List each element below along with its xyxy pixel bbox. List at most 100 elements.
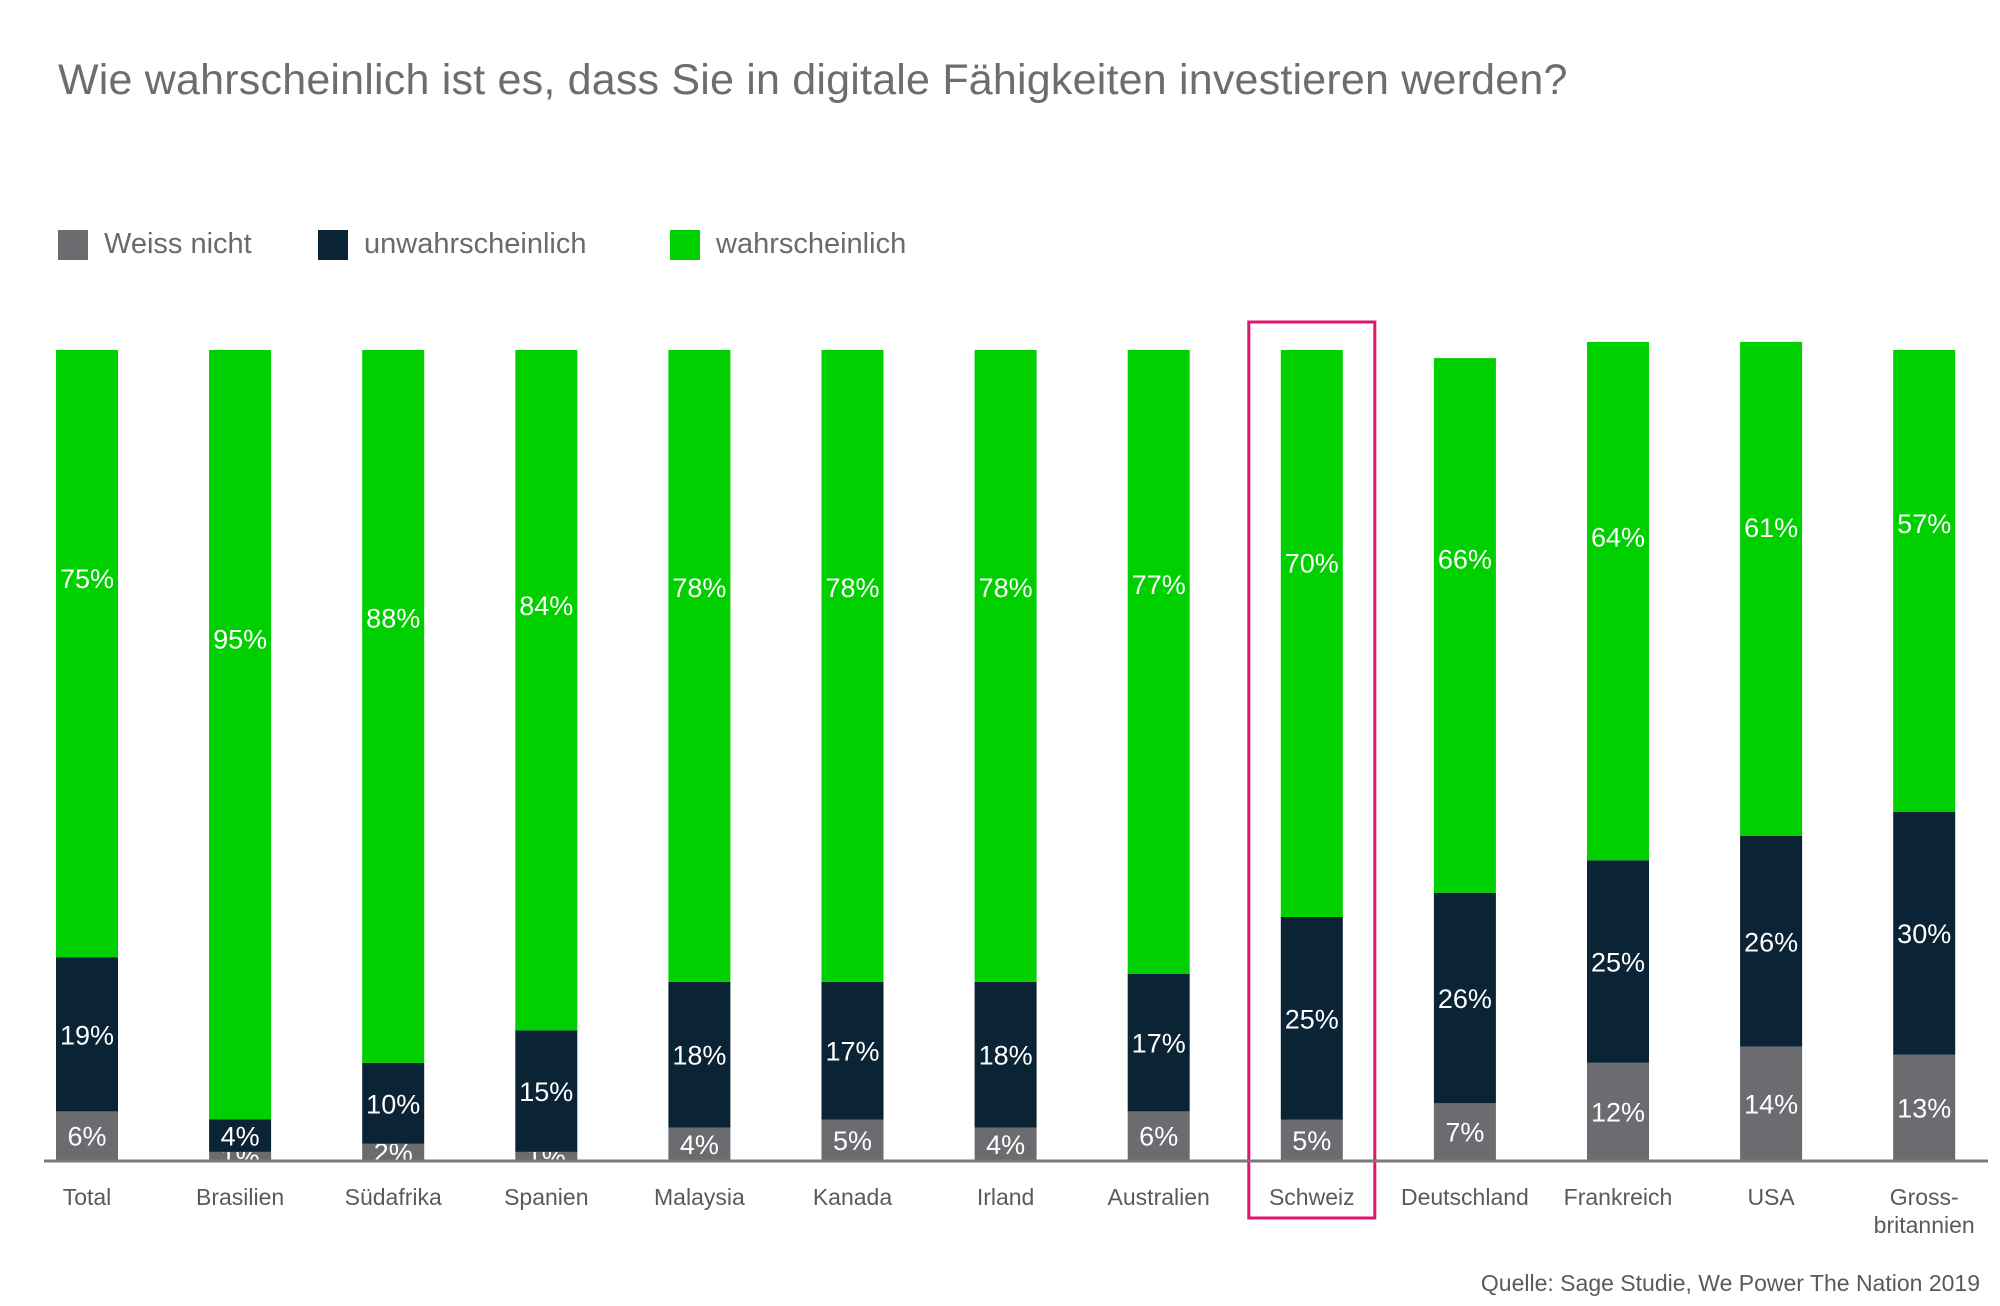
bar-deutschland-wahrscheinlich	[1433, 358, 1496, 893]
data-label-frankreich-wahrscheinlich: 64%	[1591, 522, 1645, 552]
bar-irland-unwahrscheinlich	[974, 981, 1037, 1128]
bar-südafrika-weiss-nicht	[362, 1143, 425, 1160]
bar-total-wahrscheinlich	[56, 350, 118, 958]
category-label-gross-britannien-line1: Gross-	[1890, 1184, 1959, 1210]
data-label-kanada-wahrscheinlich: 78%	[825, 573, 879, 603]
data-label-malaysia-wahrscheinlich: 78%	[672, 573, 726, 603]
bar-usa-wahrscheinlich	[1740, 341, 1803, 836]
bar-südafrika-wahrscheinlich	[362, 350, 425, 1063]
bar-kanada-weiss-nicht	[821, 1119, 884, 1160]
bar-total-unwahrscheinlich	[56, 957, 118, 1112]
legend: Weiss nicht unwahrscheinlich wahrscheinl…	[58, 228, 1058, 268]
data-label-irland-wahrscheinlich: 78%	[979, 573, 1033, 603]
bar-gross-britannien-weiss-nicht	[1893, 1054, 1956, 1160]
data-label-irland-weiss-nicht: 4%	[986, 1130, 1025, 1160]
category-label-frankreich: Frankreich	[1564, 1184, 1673, 1210]
bar-frankreich-wahrscheinlich	[1587, 341, 1649, 861]
bar-brasilien-weiss-nicht	[209, 1151, 272, 1160]
category-label-usa: USA	[1747, 1184, 1795, 1210]
bar-spanien-weiss-nicht	[515, 1151, 578, 1160]
data-label-total-wahrscheinlich: 75%	[60, 564, 114, 594]
data-label-total-unwahrscheinlich: 19%	[60, 1020, 114, 1050]
source-note: Quelle: Sage Studie, We Power The Nation…	[1480, 1270, 1980, 1296]
data-label-deutschland-weiss-nicht: 7%	[1445, 1118, 1484, 1148]
data-label-schweiz-wahrscheinlich: 70%	[1285, 549, 1339, 579]
legend-swatch-weiss-nicht	[58, 229, 88, 260]
legend-item-wahrscheinlich: wahrscheinlich	[670, 228, 906, 261]
bar-frankreich-weiss-nicht	[1587, 1062, 1649, 1160]
highlight-frame-schweiz	[1247, 320, 1377, 1220]
data-label-malaysia-weiss-nicht: 4%	[680, 1130, 719, 1160]
bar-südafrika-unwahrscheinlich	[362, 1062, 425, 1144]
chart-title: Wie wahrscheinlich ist es, dass Sie in d…	[58, 56, 1568, 104]
bar-usa-weiss-nicht	[1740, 1046, 1803, 1160]
data-label-frankreich-unwahrscheinlich: 25%	[1591, 948, 1645, 978]
bar-kanada-unwahrscheinlich	[821, 981, 884, 1120]
data-label-deutschland-wahrscheinlich: 66%	[1438, 545, 1492, 575]
bar-deutschland-unwahrscheinlich	[1433, 892, 1496, 1104]
category-label-gross-britannien-line2: britannien	[1874, 1212, 1975, 1238]
data-label-australien-weiss-nicht: 6%	[1139, 1122, 1178, 1152]
category-label-schweiz: Schweiz	[1269, 1184, 1355, 1210]
bar-spanien-wahrscheinlich	[515, 350, 578, 1031]
bar-brasilien-unwahrscheinlich	[209, 1119, 272, 1152]
category-label-irland: Irland	[977, 1184, 1035, 1210]
data-label-spanien-unwahrscheinlich: 15%	[519, 1077, 573, 1107]
data-label-gross-britannien-unwahrscheinlich: 30%	[1897, 919, 1951, 949]
data-label-irland-unwahrscheinlich: 18%	[979, 1041, 1033, 1071]
data-label-südafrika-wahrscheinlich: 88%	[366, 603, 420, 633]
category-label-australien: Australien	[1108, 1184, 1210, 1210]
category-label-brasilien: Brasilien	[196, 1184, 284, 1210]
data-label-malaysia-unwahrscheinlich: 18%	[672, 1041, 726, 1071]
legend-label-unwahrscheinlich: unwahrscheinlich	[364, 228, 587, 260]
bar-malaysia-wahrscheinlich	[668, 350, 731, 982]
data-label-total-weiss-nicht: 6%	[67, 1122, 106, 1152]
bar-schweiz-unwahrscheinlich	[1280, 917, 1343, 1120]
bar-total-weiss-nicht	[56, 1111, 118, 1160]
data-label-spanien-wahrscheinlich: 84%	[519, 591, 573, 621]
data-label-usa-wahrscheinlich: 61%	[1744, 513, 1798, 543]
bar-usa-unwahrscheinlich	[1740, 836, 1803, 1047]
bar-deutschland-weiss-nicht	[1433, 1103, 1496, 1160]
data-label-südafrika-unwahrscheinlich: 10%	[366, 1089, 420, 1119]
bar-malaysia-weiss-nicht	[668, 1127, 731, 1160]
bar-australien-wahrscheinlich	[1127, 350, 1190, 974]
data-label-schweiz-unwahrscheinlich: 25%	[1285, 1004, 1339, 1034]
data-label-kanada-weiss-nicht: 5%	[833, 1126, 872, 1156]
bar-schweiz-weiss-nicht	[1280, 1119, 1343, 1160]
data-label-brasilien-wahrscheinlich: 95%	[213, 625, 267, 655]
data-label-deutschland-unwahrscheinlich: 26%	[1438, 984, 1492, 1014]
legend-label-wahrscheinlich: wahrscheinlich	[716, 228, 907, 260]
data-label-gross-britannien-wahrscheinlich: 57%	[1897, 509, 1951, 539]
category-label-malaysia: Malaysia	[654, 1184, 745, 1210]
legend-swatch-unwahrscheinlich	[318, 229, 348, 260]
bar-brasilien-wahrscheinlich	[209, 350, 272, 1120]
category-label-deutschland: Deutschland	[1401, 1184, 1529, 1210]
data-label-gross-britannien-weiss-nicht: 13%	[1897, 1093, 1951, 1123]
data-label-kanada-unwahrscheinlich: 17%	[825, 1037, 879, 1067]
bar-schweiz-wahrscheinlich	[1280, 350, 1343, 917]
bar-irland-weiss-nicht	[974, 1127, 1037, 1160]
category-label-spanien: Spanien	[504, 1184, 588, 1210]
data-label-usa-weiss-nicht: 14%	[1744, 1089, 1798, 1119]
bar-australien-unwahrscheinlich	[1127, 973, 1190, 1112]
category-label-total: Total	[63, 1184, 112, 1210]
category-label-südafrika: Südafrika	[345, 1184, 442, 1210]
legend-item-unwahrscheinlich: unwahrscheinlich	[318, 228, 586, 261]
data-label-australien-wahrscheinlich: 77%	[1132, 570, 1186, 600]
bar-gross-britannien-wahrscheinlich	[1893, 350, 1956, 812]
bar-irland-wahrscheinlich	[974, 350, 1037, 982]
bar-gross-britannien-unwahrscheinlich	[1893, 811, 1956, 1055]
legend-label-weiss-nicht: Weiss nicht	[104, 228, 252, 260]
legend-item-weiss-nicht: Weiss nicht	[58, 228, 252, 261]
bar-australien-weiss-nicht	[1127, 1111, 1190, 1160]
data-label-brasilien-unwahrscheinlich: 4%	[221, 1122, 260, 1152]
bar-malaysia-unwahrscheinlich	[668, 981, 731, 1128]
bar-spanien-unwahrscheinlich	[515, 1030, 578, 1152]
data-label-australien-unwahrscheinlich: 17%	[1132, 1029, 1186, 1059]
category-label-kanada: Kanada	[813, 1184, 893, 1210]
data-label-schweiz-weiss-nicht: 5%	[1292, 1126, 1331, 1156]
bar-frankreich-unwahrscheinlich	[1587, 860, 1649, 1063]
data-label-usa-unwahrscheinlich: 26%	[1744, 927, 1798, 957]
